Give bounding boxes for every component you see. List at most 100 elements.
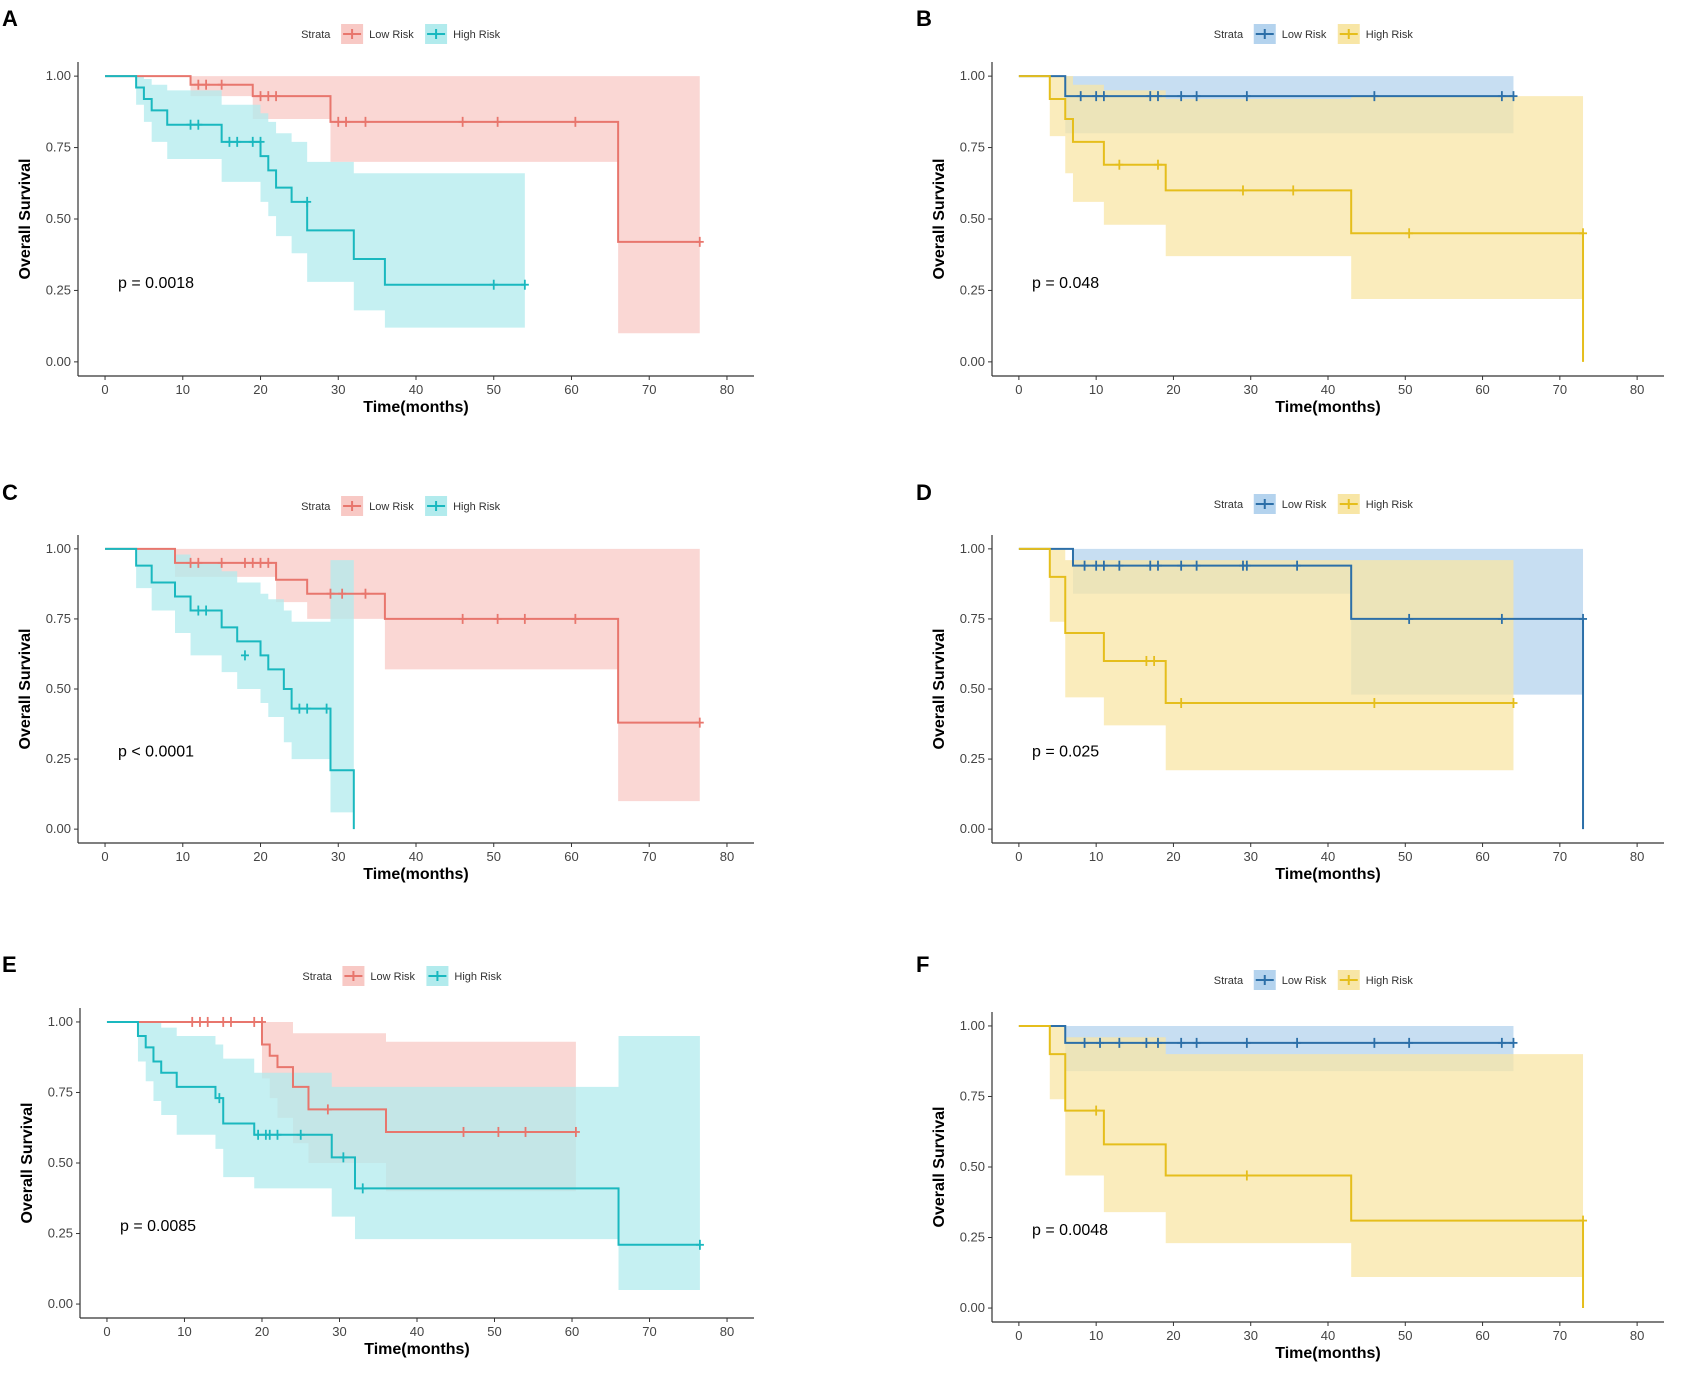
y-tick-label: 1.00 <box>960 541 985 556</box>
ci-band <box>1018 1025 1584 1278</box>
x-tick-label: 0 <box>1015 382 1022 397</box>
x-tick-label: 60 <box>1475 1328 1489 1343</box>
survival-curve <box>105 75 700 243</box>
x-tick-label: 80 <box>1630 849 1644 864</box>
x-tick-label: 80 <box>1630 1328 1644 1343</box>
p-value: p = 0.0018 <box>118 275 194 292</box>
legend: Strata Low Risk High Risk <box>1214 970 1413 990</box>
x-tick-label: 0 <box>1015 849 1022 864</box>
panel-letter: B <box>916 6 932 31</box>
x-tick-label: 20 <box>1166 382 1180 397</box>
panel-c: C Strata Low Risk High Risk 0.00 0.25 0.50 0.75… <box>2 480 754 883</box>
y-tick-label: 1.00 <box>960 68 985 83</box>
y-axis-title: Overall Survival <box>17 159 34 280</box>
legend: Strata Low Risk High Risk <box>301 24 501 44</box>
legend-title: Strata <box>1214 975 1244 987</box>
ci-band <box>105 548 700 802</box>
x-tick-label: 20 <box>253 382 267 397</box>
ci-band <box>1018 76 1584 300</box>
y-tick-label: 0.00 <box>48 1296 73 1311</box>
y-tick-label: 1.00 <box>46 68 71 83</box>
x-tick-label: 0 <box>101 849 108 864</box>
survival-curve <box>1018 75 1585 362</box>
x-tick-label: 80 <box>1630 382 1644 397</box>
x-tick-label: 20 <box>255 1324 269 1339</box>
p-value: p < 0.0001 <box>118 744 194 761</box>
legend-label: Low Risk <box>1282 499 1327 511</box>
x-tick-label: 80 <box>720 382 734 397</box>
x-tick-label: 70 <box>642 849 656 864</box>
x-tick-label: 20 <box>253 849 267 864</box>
x-tick-label: 10 <box>176 849 190 864</box>
x-tick-label: 50 <box>1398 849 1412 864</box>
y-axis-title: Overall Survival <box>931 159 948 280</box>
y-tick-label: 0.75 <box>960 140 985 155</box>
survival-curve <box>105 547 700 724</box>
x-axis-title: Time(months) <box>363 399 468 416</box>
panel-e: E Strata Low Risk High Risk 0.00 0.25 0.50 0.75… <box>2 952 754 1358</box>
x-tick-label: 70 <box>642 382 656 397</box>
x-tick-label: 0 <box>101 382 108 397</box>
panel-letter: D <box>916 480 932 505</box>
y-tick-label: 0.25 <box>48 1226 73 1241</box>
y-axis-title: Overall Survival <box>931 629 948 750</box>
legend-label: High Risk <box>453 501 501 513</box>
x-tick-label: 60 <box>564 382 578 397</box>
x-axis-title: Time(months) <box>1275 1345 1380 1362</box>
x-tick-label: 20 <box>1166 1328 1180 1343</box>
legend-title: Strata <box>301 29 331 41</box>
ci-band <box>106 1021 700 1290</box>
ci-band <box>105 548 354 813</box>
x-axis-title: Time(months) <box>1275 866 1380 883</box>
legend-label: Low Risk <box>1282 975 1327 987</box>
y-tick-label: 0.00 <box>46 354 71 369</box>
y-tick-label: 0.75 <box>960 611 985 626</box>
x-tick-label: 60 <box>565 1324 579 1339</box>
x-tick-label: 30 <box>332 1324 346 1339</box>
panel-a: A Strata Low Risk High Risk 0.00 0.25 0.50 0.75… <box>2 6 754 416</box>
x-tick-label: 50 <box>487 1324 501 1339</box>
p-value: p = 0.048 <box>1032 275 1099 292</box>
y-tick-label: 0.75 <box>46 140 71 155</box>
legend-title: Strata <box>301 501 331 513</box>
y-tick-label: 0.25 <box>46 751 71 766</box>
y-tick-label: 0.50 <box>46 681 71 696</box>
legend: Strata Low Risk High Risk <box>1214 24 1414 44</box>
y-tick-label: 0.50 <box>960 681 985 696</box>
x-tick-label: 70 <box>642 1324 656 1339</box>
x-tick-label: 70 <box>1553 849 1567 864</box>
y-tick-label: 0.50 <box>46 211 71 226</box>
panel-letter: F <box>916 952 929 977</box>
panel-f: F Strata Low Risk High Risk 0.00 0.25 0.50 0.75… <box>916 952 1664 1362</box>
x-tick-label: 70 <box>1553 382 1567 397</box>
x-tick-label: 30 <box>331 849 345 864</box>
x-tick-label: 80 <box>720 849 734 864</box>
legend-label: High Risk <box>454 971 502 983</box>
y-tick-label: 0.50 <box>48 1155 73 1170</box>
x-tick-label: 0 <box>1015 1328 1022 1343</box>
x-tick-label: 30 <box>1243 382 1257 397</box>
x-tick-label: 40 <box>1321 1328 1335 1343</box>
panel-b: B Strata Low Risk High Risk 0.00 0.25 0.50 0.75… <box>916 6 1664 416</box>
panel-letter: C <box>2 480 18 505</box>
x-tick-label: 70 <box>1553 1328 1567 1343</box>
ci-band <box>105 76 700 334</box>
y-tick-label: 0.75 <box>960 1088 985 1103</box>
legend-label: Low Risk <box>369 29 414 41</box>
legend-title: Strata <box>1214 29 1244 41</box>
legend: Strata Low Risk High Risk <box>301 496 501 516</box>
x-tick-label: 10 <box>1089 382 1103 397</box>
ci-band <box>1018 548 1514 771</box>
legend-label: High Risk <box>1366 29 1414 41</box>
panel-d: D Strata Low Risk High Risk 0.00 0.25 0.50 0.75… <box>916 480 1664 883</box>
p-value: p = 0.0085 <box>120 1218 196 1235</box>
y-tick-label: 0.50 <box>960 1159 985 1174</box>
y-tick-label: 0.00 <box>960 1300 985 1315</box>
y-tick-label: 0.25 <box>960 1230 985 1245</box>
p-value: p = 0.0048 <box>1032 1222 1108 1239</box>
legend: Strata Low Risk High Risk <box>1214 494 1413 514</box>
y-tick-label: 0.75 <box>46 611 71 626</box>
y-tick-label: 0.00 <box>46 821 71 836</box>
p-value: p = 0.025 <box>1032 744 1099 761</box>
